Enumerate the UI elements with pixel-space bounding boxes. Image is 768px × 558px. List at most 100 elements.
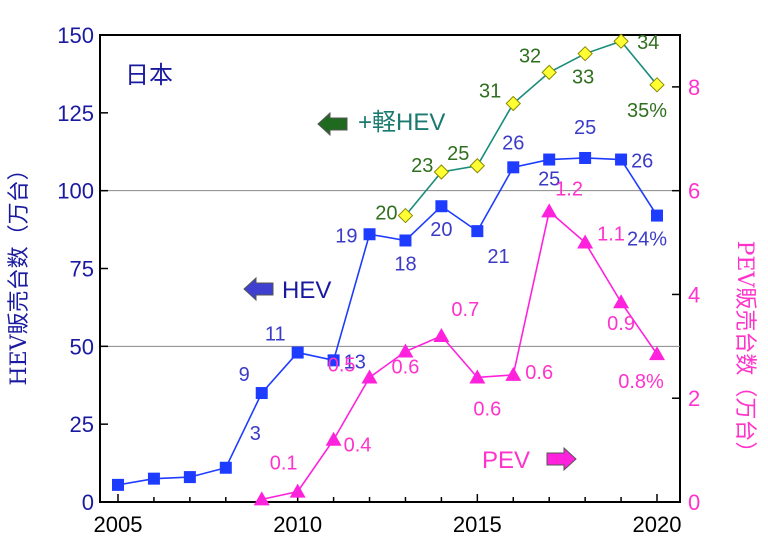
gridlines <box>100 190 680 347</box>
plot-frame <box>99 34 681 503</box>
mild-point <box>541 64 557 81</box>
right-axis-label: PEV販売台数（万台） <box>732 241 757 464</box>
hev-data-label: 25 <box>538 169 560 191</box>
left-tick-label: 100 <box>57 179 94 204</box>
legend-hev-arrow-icon <box>243 276 274 302</box>
mild-data-label: 32 <box>519 45 541 67</box>
hev-point <box>615 153 628 166</box>
pev-point <box>577 234 594 249</box>
hev-point <box>399 234 412 247</box>
mild-data-label: 34 <box>637 32 659 54</box>
pev-point <box>541 203 558 218</box>
pev-point <box>649 346 665 361</box>
pev-point <box>361 369 378 384</box>
pev-data-label: 0.9 <box>607 313 635 335</box>
hev-point <box>183 471 196 484</box>
mild-data-label: 33 <box>572 67 594 89</box>
right-tick-label: 2 <box>688 386 700 411</box>
legend-mild-arrow-icon <box>317 111 348 137</box>
right-axis-ticks: 0 2 4 6 8 <box>672 75 700 515</box>
pev-point <box>505 366 522 381</box>
hev-point <box>327 354 340 367</box>
right-tick-label: 8 <box>688 75 700 100</box>
pev-point <box>325 431 342 446</box>
hev-series-line <box>117 157 658 486</box>
left-tick-label: 125 <box>57 101 94 126</box>
hev-point <box>471 225 484 238</box>
left-tick-label: 150 <box>57 23 94 48</box>
left-tick-label: 75 <box>70 257 94 282</box>
bottom-tick-label: 2010 <box>273 512 322 537</box>
legend-mild-label: +軽HEV <box>358 109 445 136</box>
pev-data-label: 1.2 <box>555 178 583 200</box>
plot-border <box>99 34 681 503</box>
data-labels-layer: 3 9 11 13 19 18 20 21 26 25 25 26 24% 20 23 25 31 32 33 34 3… <box>239 32 668 474</box>
mild-point <box>649 77 665 93</box>
hev-point <box>507 161 520 174</box>
left-tick-label: 50 <box>70 334 94 359</box>
mild-data-label: 35% <box>627 100 667 122</box>
hev-data-label: 26 <box>631 151 653 173</box>
hev-data-label: 9 <box>239 364 250 386</box>
mild-data-label: 20 <box>375 203 397 225</box>
legend-hev-label: HEV <box>282 277 331 304</box>
mild-point <box>469 158 486 174</box>
pev-series-line <box>261 209 658 501</box>
pev-data-label: 0.6 <box>525 362 553 384</box>
pev-data-label: 0.5 <box>328 354 356 376</box>
mild-point <box>577 45 593 62</box>
pev-point <box>253 491 270 506</box>
mild-data-label: 25 <box>447 143 469 165</box>
mild-point <box>613 33 629 49</box>
hev-data-label: 13 <box>344 351 366 373</box>
series-layer <box>112 33 665 506</box>
left-axis-label: HEV販売台数（万台） <box>7 158 32 385</box>
right-tick-label: 6 <box>688 179 700 204</box>
hev-point <box>291 346 304 359</box>
hev-data-label: 25 <box>574 117 596 139</box>
hev-data-label: 11 <box>265 324 286 346</box>
hev-data-label: 26 <box>502 132 524 154</box>
chart-title: 日本 <box>125 62 173 89</box>
pev-data-label: 0.6 <box>392 357 420 379</box>
mild-point <box>397 207 414 224</box>
hev-point <box>147 472 160 485</box>
mild-data-label: 31 <box>479 80 501 102</box>
pev-data-label: 1.1 <box>597 224 625 246</box>
bottom-tick-label: 2015 <box>453 512 502 537</box>
hev-point <box>579 151 592 164</box>
legend-pev: PEV <box>482 446 577 474</box>
pev-data-label: 0.7 <box>451 299 479 321</box>
legend-mild: +軽HEV <box>317 109 445 137</box>
left-axis-ticks: 0 25 50 75 100 125 150 <box>57 23 108 515</box>
mild-point <box>505 95 521 112</box>
legend-hev: HEV <box>243 276 331 304</box>
right-tick-label: 0 <box>688 490 700 515</box>
mild-data-label: 23 <box>411 155 433 177</box>
pev-point <box>613 294 630 309</box>
hev-data-label: 18 <box>394 253 416 275</box>
pev-point <box>397 343 414 358</box>
right-tick-label: 4 <box>688 282 700 307</box>
bottom-tick-label: 2005 <box>94 512 143 537</box>
mild-point <box>433 164 450 180</box>
left-tick-label: 25 <box>70 412 94 437</box>
bottom-tick-label: 2020 <box>633 512 682 537</box>
hev-data-label: 20 <box>430 219 452 241</box>
left-tick-label: 0 <box>82 490 94 515</box>
pev-data-label: 0.6 <box>473 398 501 420</box>
hev-point <box>543 153 556 166</box>
bottom-axis-ticks: 2005 2010 2015 2020 <box>94 494 682 537</box>
hev-data-label: 19 <box>335 225 357 247</box>
hev-point <box>435 200 448 213</box>
hev-data-label: 21 <box>487 246 509 268</box>
hev-point <box>363 228 376 241</box>
hev-data-label: 3 <box>250 423 261 445</box>
legend-pev-label: PEV <box>482 447 530 474</box>
pev-data-label: 0.8% <box>618 371 664 393</box>
pev-data-label: 0.1 <box>270 453 298 475</box>
hev-point <box>219 461 232 474</box>
legend-pev-arrow-icon <box>546 446 577 472</box>
hev-point <box>651 209 663 222</box>
